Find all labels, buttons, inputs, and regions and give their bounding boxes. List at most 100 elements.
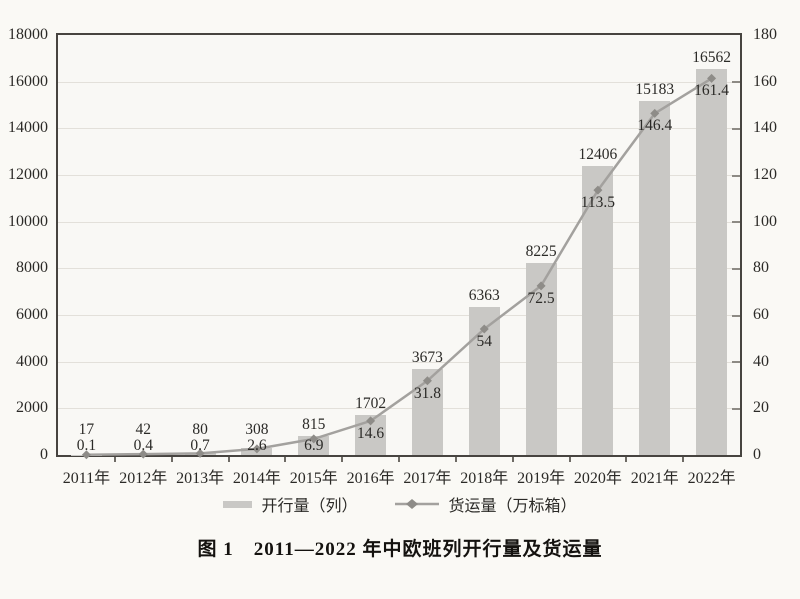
line-marker-icon [536,281,546,291]
line-marker-icon [422,376,432,386]
gridline [58,81,740,83]
line-value-label: 161.4 [694,82,730,100]
x-axis-tick-label: 2017年 [403,470,452,487]
y-axis-right-tick-label: 60 [753,306,769,323]
line-series [81,73,717,460]
gridline-layer [58,35,740,455]
gridline [58,408,740,410]
x-axis-tick [113,457,116,462]
x-axis-tick [454,457,457,462]
line-value-label: 113.5 [580,194,616,212]
bar-value-label: 17 [78,421,95,438]
line-value-label: 54 [476,333,493,350]
line-swatch-icon [394,499,439,509]
x-axis-tick-label: 2018年 [460,470,509,487]
line-value-label: 72.5 [527,289,555,307]
y-axis-right-tick-label: 80 [753,259,769,277]
bar-value-label: 1702 [355,395,387,413]
x-axis-tick [398,457,400,462]
line-marker-icon [309,434,319,444]
y-axis-left-tick-label: 0 [40,446,48,463]
right-axis-tick [732,174,740,177]
line-marker-icon [707,73,717,83]
x-axis-tick-label: 2013年 [176,470,225,487]
gridline [58,268,740,270]
x-axis-tick [682,457,685,462]
y-axis-left-tick-label: 12000 [8,166,48,183]
right-axis-tick [732,267,740,270]
line-value-label: 0.1 [76,437,97,454]
y-axis-right-tick-label: 40 [753,352,769,370]
bar-value-label: 815 [302,415,326,433]
right-axis-tick [732,314,740,317]
bar-value-label: 80 [192,421,208,438]
legend-item-bar: 开行量（列） [223,492,358,516]
line-marker-icon [366,416,376,426]
x-axis-tick [625,457,628,462]
y-axis-left-tick-label: 14000 [8,119,48,137]
line-value-label: 2.6 [247,437,267,454]
y-axis-left-tick-label: 18000 [8,26,48,43]
bar-swatch-icon [223,500,253,508]
bar-value-label: 8225 [525,243,557,261]
line-value-label: 14.6 [357,424,385,442]
line-value-label: 146.4 [637,117,673,135]
line-value-label: 0.7 [190,437,210,454]
bar [696,68,728,455]
gridline [58,315,740,316]
legend-item-line: 货运量（万标箱） [394,492,577,516]
right-axis-tick [732,81,740,84]
line-marker-icon [593,185,603,195]
y-axis-right-tick-label: 180 [753,26,777,43]
y-axis-left-tick-label: 8000 [16,259,48,277]
line-value-label: 0.4 [133,437,153,454]
gridline [58,175,740,176]
y-axis-right-tick-label: 0 [753,446,761,463]
right-axis-tick [732,221,740,224]
bar [582,165,614,455]
bar-value-label: 12406 [578,145,618,163]
line-value-label: 6.9 [304,437,324,454]
bar [639,100,671,455]
y-axis-left-tick-label: 4000 [16,352,48,370]
legend-label-line: 货运量（万标箱） [448,498,577,515]
bar-value-label: 3673 [411,349,443,367]
line-marker-icon [138,449,148,459]
x-axis-tick-label: 2014年 [232,470,281,487]
x-axis-tick-label: 2021年 [630,470,679,487]
y-axis-right-tick-label: 100 [753,212,777,230]
bar-value-label: 42 [135,421,152,438]
x-axis-tick-label: 2016年 [346,470,395,487]
x-axis-tick [284,457,287,462]
x-axis-tick-label: 2019年 [517,470,566,487]
y-axis-right-tick-label: 140 [753,119,777,137]
line-value-label: 31.8 [413,384,441,402]
x-axis-tick [170,457,173,462]
x-axis-tick [227,457,230,462]
x-axis-tick [341,457,344,462]
right-axis-tick [732,127,740,130]
figure-caption: 图 1 2011—2022 年中欧班列开行量及货运量 [197,539,603,560]
gridline [58,221,740,223]
x-axis-tick-label: 2022年 [687,470,736,487]
line-marker-icon [650,108,660,118]
line-marker-icon [195,448,205,458]
x-axis-tick-label: 2011年 [62,470,111,487]
y-axis-right-tick-label: 160 [753,72,777,90]
y-axis-left-tick-label: 16000 [8,72,48,90]
legend: 开行量（列） 货运量（万标箱） [0,492,800,516]
gridline [58,361,740,363]
line-marker-icon [479,324,489,334]
x-axis-tick-label: 2020年 [573,470,622,487]
y-axis-right-tick-label: 20 [753,399,769,417]
legend-label-bar: 开行量（列） [261,498,358,515]
x-axis-tick-label: 2012年 [119,470,168,487]
x-axis-tick-label: 2015年 [289,470,338,487]
y-axis-right-tick-label: 120 [753,166,777,183]
right-axis-tick [732,361,740,364]
x-axis-tick [568,457,571,462]
y-axis-left-tick-label: 2000 [16,399,48,417]
line-marker-icon [252,444,262,454]
x-axis-tick [511,457,514,462]
